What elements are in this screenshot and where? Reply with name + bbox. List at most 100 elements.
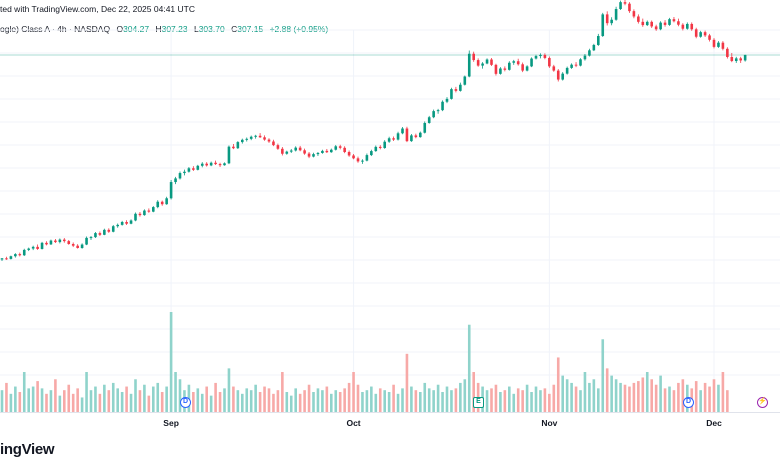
candle-body: [312, 154, 315, 157]
high-value: 307.23: [161, 24, 188, 34]
candle-body: [307, 153, 311, 157]
candle-body: [236, 142, 240, 149]
candle-body: [432, 111, 435, 118]
volume-bar: [54, 379, 57, 412]
candle-body: [36, 246, 39, 249]
volume-bar: [107, 390, 111, 412]
candle-body: [387, 138, 391, 142]
candle-body: [503, 68, 507, 70]
volume-bar: [605, 368, 609, 412]
candle-body: [414, 135, 418, 138]
candle-body: [579, 59, 582, 66]
candle-body: [356, 158, 360, 162]
candle-body: [534, 56, 538, 59]
volume-bar: [543, 388, 547, 412]
volume-bar: [200, 393, 204, 412]
candle-body: [196, 165, 200, 170]
candle-body: [614, 9, 618, 20]
volume-bar: [614, 379, 618, 412]
candle-body: [463, 76, 467, 85]
volume-bar: [36, 381, 39, 412]
candle-body: [285, 151, 289, 154]
candle-body: [200, 163, 204, 166]
volume-bar: [556, 357, 560, 412]
candle-body: [330, 149, 333, 153]
volume-bar: [125, 386, 128, 412]
candle-body: [67, 241, 71, 244]
volume-bar: [298, 393, 302, 412]
volume-bar: [525, 384, 529, 412]
candle-body: [481, 63, 484, 66]
volume-bar: [232, 386, 235, 412]
volume-bar: [303, 390, 306, 412]
volume-bar: [321, 390, 324, 412]
candle-body: [241, 139, 244, 143]
volume-bar: [574, 386, 578, 412]
candle-body: [276, 145, 280, 149]
volume-bar: [236, 390, 240, 412]
candle-body: [103, 229, 106, 235]
volume-bar: [619, 382, 622, 412]
candle-body: [632, 11, 636, 17]
volume-bar: [508, 386, 511, 412]
candle-body: [120, 222, 124, 225]
volume-bar: [650, 379, 653, 412]
volume-bar: [71, 393, 75, 412]
candle-body: [525, 66, 529, 71]
volume-bar: [539, 390, 542, 412]
volume-bar: [289, 395, 293, 412]
candle-body: [543, 54, 547, 58]
candle-body: [726, 48, 729, 58]
candle-body: [530, 58, 533, 67]
volume-bar: [450, 390, 453, 412]
candle-body: [374, 146, 378, 152]
volume-bar: [467, 324, 471, 412]
earnings-marker[interactable]: E: [473, 397, 484, 408]
volume-bar: [245, 388, 249, 412]
candle-body: [31, 246, 35, 249]
candle-body: [9, 256, 13, 259]
volume-bar: [699, 390, 702, 412]
volume-bar: [601, 339, 605, 412]
flash-event-marker[interactable]: ⚡: [757, 397, 768, 408]
dividend-marker[interactable]: D: [180, 397, 191, 408]
candle-body: [245, 138, 249, 140]
candle-body: [521, 64, 524, 71]
volume-bar: [374, 393, 378, 412]
candle-body: [178, 173, 182, 179]
candle-body: [129, 220, 133, 224]
candle-body: [610, 19, 613, 24]
time-axis-line: [0, 412, 780, 413]
volume-bar: [134, 379, 137, 412]
volume-bar: [63, 390, 66, 412]
volume-bar: [330, 393, 333, 412]
published-line: ted with TradingView.com, Dec 22, 2025 0…: [0, 4, 195, 14]
volume-bar: [663, 388, 667, 412]
volume-bar: [160, 392, 164, 412]
candle-body: [686, 23, 689, 29]
candle-body: [734, 58, 738, 62]
volume-bar: [410, 386, 413, 412]
candle-body: [14, 254, 17, 257]
candle-body: [552, 66, 556, 71]
volume-bar: [654, 384, 658, 412]
candle-body: [116, 224, 119, 227]
volume-bar: [352, 372, 355, 412]
volume-bar: [294, 388, 297, 412]
volume-bar: [276, 390, 280, 412]
candle-body: [378, 146, 382, 149]
volume-bar: [499, 392, 502, 412]
volume-bar: [383, 390, 386, 412]
candle-body: [427, 117, 431, 123]
candle-body: [361, 160, 364, 162]
candle-body: [205, 163, 208, 166]
volume-bar: [334, 390, 338, 412]
low-label: L: [193, 24, 199, 34]
change-value: +2.88 (+0.95%): [269, 24, 329, 34]
dividend-marker[interactable]: D: [683, 397, 694, 408]
candle-body: [289, 150, 293, 152]
volume-bar: [694, 381, 698, 412]
candle-body: [383, 141, 386, 149]
volume-bar: [521, 390, 524, 412]
